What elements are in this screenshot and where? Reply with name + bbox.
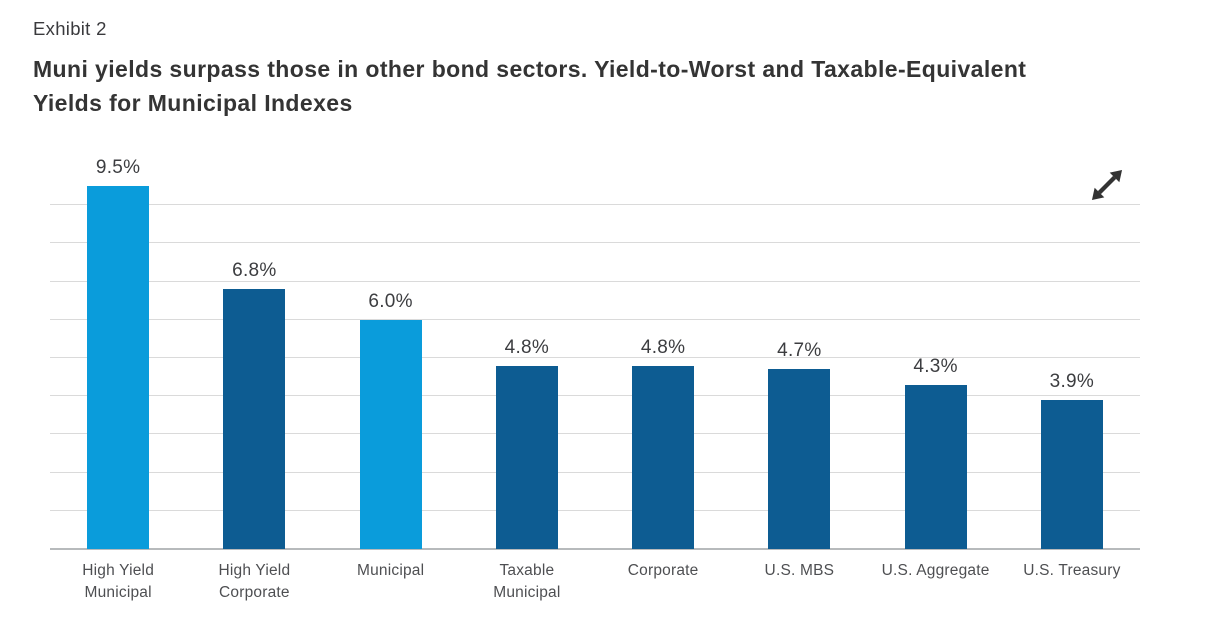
category-label: High Yield Municipal: [82, 562, 155, 601]
bar-columns: 9.5% High Yield Municipal 6.8% High Yield C…: [50, 157, 1140, 601]
exhibit-label: Exhibit 2: [33, 18, 107, 39]
bar-value-label: 6.0%: [368, 290, 413, 312]
bar-column: 6.8% High Yield Corporate: [186, 161, 322, 601]
yield-bar-chart: 9.5% High Yield Municipal 6.8% High Yield C…: [0, 140, 1210, 624]
bar-value-label: 6.8%: [232, 260, 277, 282]
expand-arrows-icon: [1091, 169, 1123, 201]
bar-column: 4.8% Taxable Municipal: [459, 161, 595, 601]
grid-line: [50, 471, 1140, 473]
bar: [87, 186, 150, 549]
bar-column: 4.7% U.S. MBS: [731, 161, 867, 579]
expand-chart-button[interactable]: [1084, 164, 1134, 206]
bar-column: 4.3% U.S. Aggregate: [868, 161, 1004, 579]
grid-line: [50, 509, 1140, 511]
category-label: Municipal: [356, 562, 425, 579]
category-label: High Yield Corporate: [218, 562, 291, 601]
bar-column: 6.0% Municipal: [323, 161, 459, 579]
grid-line: [50, 433, 1140, 435]
bar: [632, 365, 695, 549]
bar-value-label: 4.3%: [913, 355, 958, 377]
bar-value-label: 4.8%: [504, 336, 550, 358]
chart-title: Muni yields surpass those in other bond …: [33, 52, 1026, 120]
bar-value-label: 4.7%: [777, 340, 822, 362]
grid-line: [50, 318, 1140, 320]
category-label: Corporate: [627, 562, 699, 579]
category-label: Taxable Municipal: [493, 562, 561, 601]
chart-title-line-2: Yields for Municipal Indexes: [33, 90, 353, 116]
bar: [223, 289, 286, 549]
category-label: U.S. Treasury: [1023, 562, 1121, 579]
bar: [359, 319, 422, 549]
bar-value-label: 4.8%: [640, 336, 686, 358]
bar: [904, 384, 967, 549]
grid-line: [50, 242, 1140, 244]
chart-title-line-1: Muni yields surpass those in other bond …: [33, 56, 1027, 82]
bar: [768, 369, 831, 549]
bar-column: 4.8% Corporate: [595, 161, 731, 579]
bar-column: 3.9% U.S. Treasury: [1004, 161, 1140, 579]
bar-column: 9.5% High Yield Municipal: [50, 157, 186, 601]
grid-line: [50, 204, 1140, 206]
plot-area: 9.5% High Yield Municipal 6.8% High Yield C…: [50, 157, 1140, 601]
bar: [495, 365, 558, 549]
grid-line: [50, 395, 1140, 397]
category-label: U.S. Aggregate: [881, 562, 990, 579]
category-label: U.S. MBS: [764, 562, 835, 579]
grid-line: [50, 280, 1140, 282]
bar-value-label: 9.5%: [95, 157, 141, 179]
grid-line: [50, 357, 1140, 358]
bar: [1040, 400, 1103, 549]
bar-value-label: 3.9%: [1049, 371, 1095, 393]
x-axis-line: [50, 548, 1140, 550]
